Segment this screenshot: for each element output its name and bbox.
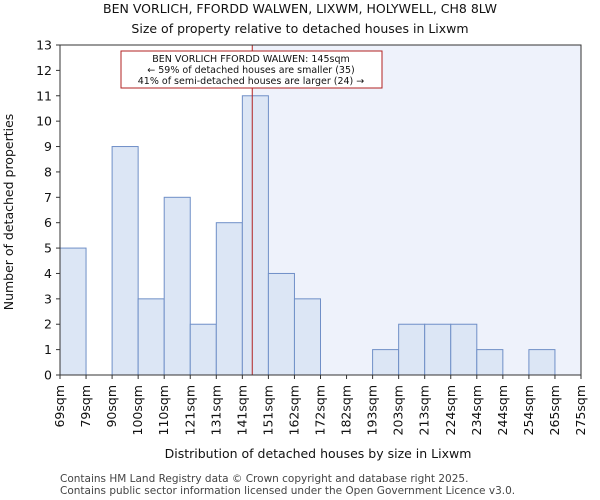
- x-axis-label: Distribution of detached houses by size …: [165, 446, 472, 461]
- y-tick-label: 1: [44, 342, 52, 357]
- x-tick-label: 265sqm: [547, 385, 562, 435]
- x-tick-label: 193sqm: [365, 385, 380, 435]
- y-tick-label: 6: [44, 215, 52, 230]
- y-tick-label: 7: [44, 190, 52, 205]
- bar-254sqm: [528, 349, 556, 376]
- x-tick-label: 141sqm: [234, 385, 249, 435]
- annotation-line-2: ← 59% of detached houses are smaller (35…: [147, 65, 354, 76]
- bar-234sqm: [476, 349, 504, 376]
- footer-attribution-2: Contains public sector information licen…: [60, 485, 516, 497]
- y-tick-label: 8: [44, 164, 52, 179]
- bar-90sqm: [111, 146, 139, 376]
- bar-193sqm: [372, 349, 400, 376]
- x-tick-label: 244sqm: [495, 385, 510, 435]
- y-tick-label: 3: [44, 291, 52, 306]
- y-tick-label: 11: [36, 88, 52, 103]
- bar-162sqm: [293, 298, 322, 376]
- y-tick-label: 0: [44, 368, 52, 383]
- x-tick-label: 79sqm: [78, 385, 93, 428]
- x-tick-label: 110sqm: [156, 385, 171, 435]
- x-tick-label: 69sqm: [52, 385, 67, 428]
- footer-attribution-1: Contains HM Land Registry data © Crown c…: [60, 473, 469, 485]
- y-tick-label: 4: [44, 266, 52, 281]
- y-axis-label: Number of detached properties: [1, 114, 16, 311]
- y-tick-label: 9: [44, 139, 52, 154]
- y-tick-label: 10: [36, 114, 52, 129]
- bars: [59, 95, 556, 376]
- x-tick-label: 224sqm: [443, 385, 458, 435]
- x-tick-label: 151sqm: [260, 385, 275, 435]
- x-tick-label: 234sqm: [469, 385, 484, 435]
- bar-121sqm: [189, 323, 217, 376]
- x-tick-label: 131sqm: [208, 385, 223, 435]
- x-tick-label: 182sqm: [339, 385, 354, 435]
- x-tick-label: 121sqm: [182, 385, 197, 435]
- x-tick-label: 172sqm: [313, 385, 328, 435]
- chart-title: BEN VORLICH, FFORDD WALWEN, LIXWM, HOLYW…: [103, 1, 497, 16]
- x-tick-label: 90sqm: [104, 385, 119, 428]
- x-ticks: 69sqm 79sqm 90sqm 100sqm 110sqm 121sqm 131sqm 1…: [52, 375, 588, 435]
- y-tick-label: 13: [36, 38, 52, 53]
- bar-100sqm: [137, 298, 165, 376]
- bar-69sqm: [59, 247, 87, 376]
- bar-213sqm: [424, 323, 452, 376]
- bar-151sqm: [267, 272, 295, 376]
- x-tick-label: 254sqm: [521, 385, 536, 435]
- x-tick-label: 213sqm: [417, 385, 432, 435]
- y-tick-label: 2: [44, 317, 52, 332]
- chart-subtitle: Size of property relative to detached ho…: [131, 21, 468, 36]
- bar-110sqm: [163, 196, 191, 376]
- bar-141sqm: [241, 95, 269, 376]
- annotation-box: BEN VORLICH FFORDD WALWEN: 145sqm ← 59% …: [120, 50, 383, 89]
- y-tick-label: 5: [44, 241, 52, 256]
- bar-131sqm: [215, 222, 243, 376]
- annotation-line-1: BEN VORLICH FFORDD WALWEN: 145sqm: [152, 54, 350, 65]
- bar-203sqm: [398, 323, 426, 376]
- x-tick-label: 100sqm: [130, 385, 145, 435]
- x-tick-label: 203sqm: [391, 385, 406, 435]
- x-tick-label: 275sqm: [573, 385, 588, 435]
- bar-224sqm: [450, 323, 478, 376]
- y-tick-label: 12: [36, 63, 52, 78]
- annotation-line-3: 41% of semi-detached houses are larger (…: [138, 76, 365, 87]
- x-tick-label: 162sqm: [286, 385, 301, 435]
